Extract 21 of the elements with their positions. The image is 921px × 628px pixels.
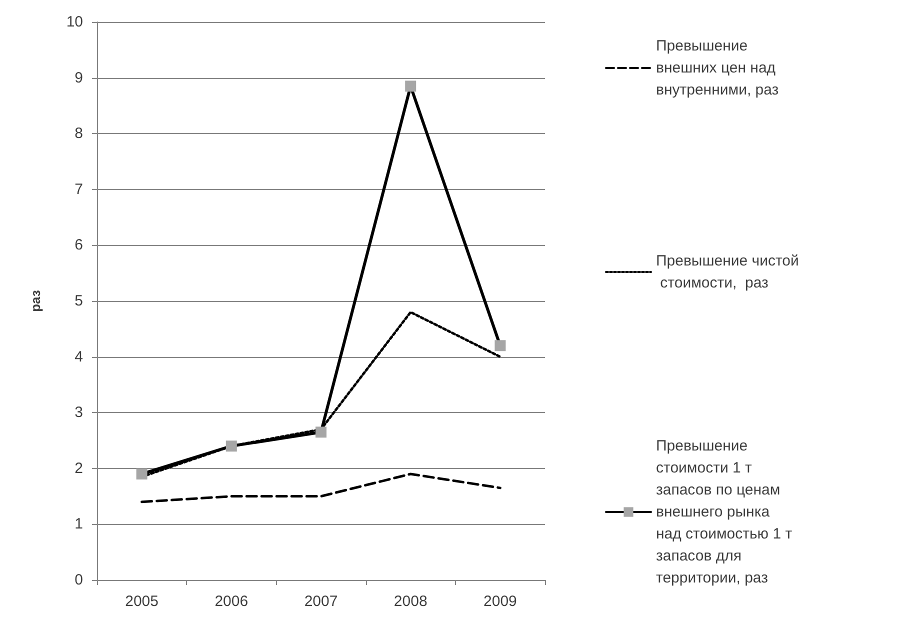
- x-tick-label: 2006: [214, 593, 248, 610]
- x-tick-label: 2009: [484, 593, 517, 610]
- x-tick-label: 2008: [394, 593, 428, 610]
- legend-label: Превышение внешних цен над внутренними, раз: [656, 38, 784, 98]
- x-tick-label: 2005: [125, 593, 158, 610]
- y-tick-label: 3: [74, 404, 83, 422]
- y-tick-label: 4: [74, 348, 83, 366]
- y-tick-label: 1: [74, 516, 83, 533]
- x-tick-label: 2007: [304, 593, 338, 610]
- y-tick-label: 8: [74, 125, 83, 142]
- legend-label: Превышение чистой стоимости, раз: [656, 252, 799, 292]
- y-tick-label: 7: [74, 180, 83, 198]
- y-axis-title: раз: [28, 290, 43, 312]
- line-series: [140, 472, 502, 504]
- y-tick-label: 9: [74, 69, 83, 86]
- y-tick-label: 6: [74, 236, 83, 254]
- y-tick-label: 0: [74, 572, 83, 588]
- y-tick-label: 5: [74, 292, 83, 310]
- y-tick-label: 2: [74, 460, 83, 477]
- legend-label: Превышение стоимости 1 т запасов по ценам внешнего рынка над стоимостью 1 т запасов для территории, раз: [656, 438, 796, 586]
- y-tick-label: 10: [66, 14, 83, 30]
